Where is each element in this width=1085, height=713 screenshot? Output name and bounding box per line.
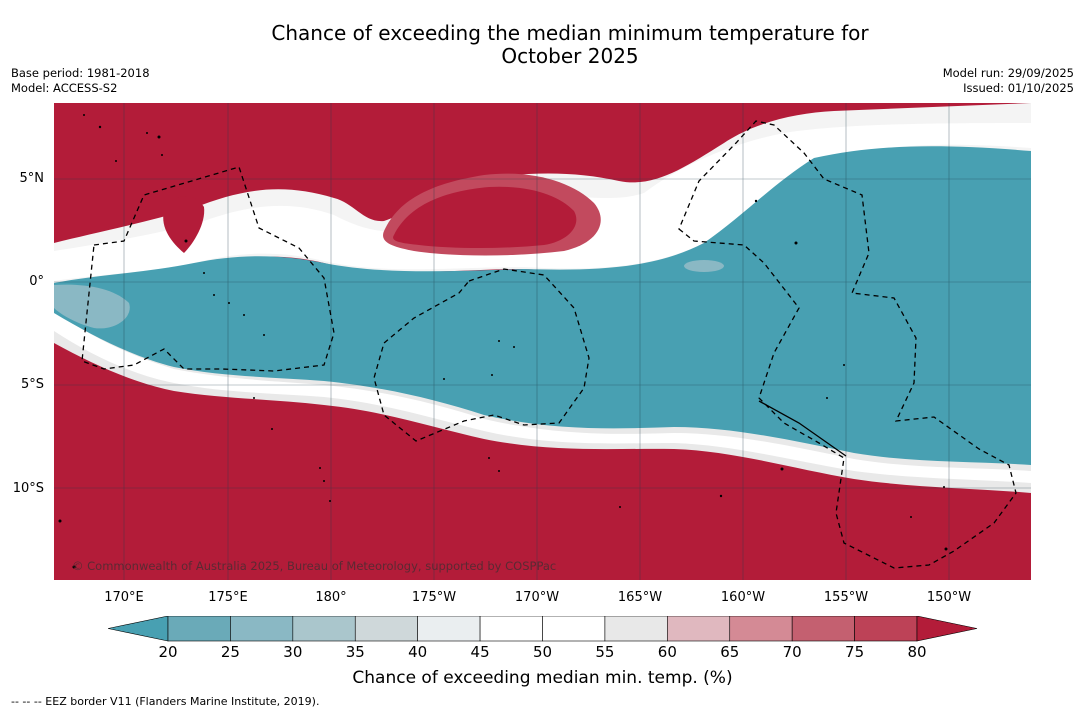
colorbar-segment xyxy=(167,616,231,642)
colorbar-tick-label: 30 xyxy=(283,643,303,661)
neutral-band-south xyxy=(54,303,1031,493)
red-patch-north-central-core xyxy=(393,186,577,248)
colorbar-tick-label: 25 xyxy=(220,643,240,661)
colorbar-segment xyxy=(604,616,668,642)
colorbar-segment xyxy=(417,616,481,642)
lon-label-155w: 155°W xyxy=(823,590,869,605)
colorbar-tick-label: 75 xyxy=(845,643,865,661)
colorbar-segment xyxy=(729,616,793,642)
colorbar-tick-label: 35 xyxy=(345,643,365,661)
colorbar-segment xyxy=(479,616,543,642)
lon-label-160w: 160°W xyxy=(720,590,766,605)
meta-left: Base period: 1981-2018 Model: ACCESS-S2 xyxy=(11,66,150,96)
lon-label-165w: 165°W xyxy=(617,590,663,605)
eez-phoenix-islands xyxy=(373,268,590,442)
red-patch-northwest xyxy=(163,196,205,253)
meta-right: Model run: 29/09/2025 Issued: 01/10/2025 xyxy=(943,66,1074,96)
lat-label-5s: 5°S xyxy=(20,377,44,392)
low-chance-band xyxy=(54,146,1031,465)
base-period: Base period: 1981-2018 xyxy=(11,66,150,80)
colorbar-tick-label: 50 xyxy=(532,643,553,661)
colorbar-segment xyxy=(667,616,731,642)
colorbar-segments xyxy=(167,616,918,642)
title-line-2: October 2025 xyxy=(501,44,639,68)
colorbar-above-extension xyxy=(916,616,978,642)
colorbar-label: Chance of exceeding median min. temp. (%… xyxy=(352,668,733,688)
eez-line-islands xyxy=(678,120,1017,569)
colorbar-tick-label: 60 xyxy=(657,643,677,661)
copyright-notice: © Commonwealth of Australia 2025, Bureau… xyxy=(72,559,557,573)
islands xyxy=(58,114,948,569)
colorbar-segment xyxy=(854,616,918,642)
lat-label-5n: 5°N xyxy=(19,171,45,186)
colorbar-below-extension xyxy=(108,616,169,642)
lon-label-180: 180° xyxy=(315,590,347,605)
graticule xyxy=(54,103,1031,580)
colorbar-segment xyxy=(542,616,606,642)
model-name: Model: ACCESS-S2 xyxy=(11,81,118,95)
colorbar-tick-label: 70 xyxy=(782,643,802,661)
colorbar-tick-label: 45 xyxy=(470,643,490,661)
light-teal-patch-central xyxy=(684,260,724,272)
lon-label-170w: 170°W xyxy=(514,590,560,605)
lon-label-150w: 150°W xyxy=(926,590,972,605)
lon-label-175e: 175°E xyxy=(208,590,248,605)
colorbar-tick-label: 65 xyxy=(720,643,740,661)
colorbar-segment xyxy=(354,616,418,642)
lat-label-0: 0° xyxy=(29,274,44,289)
colorbar-segment xyxy=(230,616,294,642)
map-panel xyxy=(54,103,1031,580)
eez-gilbert-islands xyxy=(81,166,335,372)
colorbar-tick-label: 55 xyxy=(595,643,615,661)
colorbar-tick-label: 40 xyxy=(408,643,428,661)
colorbar-tick-label: 20 xyxy=(158,643,178,661)
lon-label-175w: 175°W xyxy=(411,590,457,605)
colorbar-segment xyxy=(791,616,855,642)
map-canvas xyxy=(54,103,1031,580)
eez-solid-segment xyxy=(758,400,847,457)
map-title: Chance of exceeding the median minimum t… xyxy=(160,22,980,68)
title-line-1: Chance of exceeding the median minimum t… xyxy=(271,21,869,45)
lat-label-10s: 10°S xyxy=(12,481,44,496)
colorbar-segment xyxy=(292,616,356,642)
colorbar xyxy=(108,616,978,642)
colorbar-tick-label: 80 xyxy=(907,643,927,661)
lon-label-170e: 170°E xyxy=(104,590,144,605)
eez-footnote: -- -- -- EEZ border V11 (Flanders Marine… xyxy=(11,695,320,708)
light-teal-patch-west xyxy=(54,284,130,329)
model-run: Model run: 29/09/2025 xyxy=(942,66,1074,80)
eez-borders xyxy=(81,120,1017,569)
issued-date: Issued: 01/10/2025 xyxy=(963,81,1074,95)
